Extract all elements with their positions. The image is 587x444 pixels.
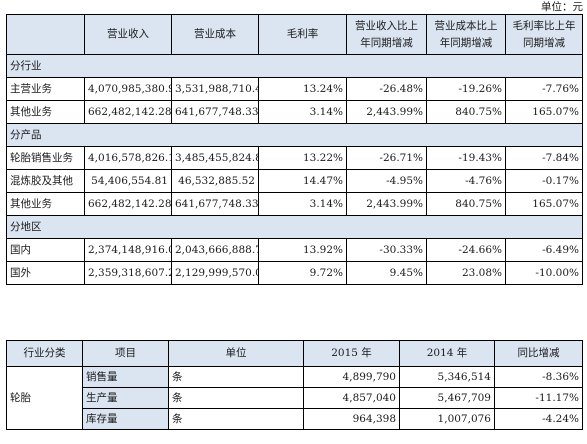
section-row: 分行业 bbox=[6, 54, 583, 78]
cell-cost: 3,531,988,710.40 bbox=[171, 77, 259, 101]
cell-cost: 3,485,455,824.88 bbox=[171, 146, 259, 170]
revenue-breakdown-table: 营业收入 营业成本 毛利率 营业收入比上年同期增减 营业成本比上年同期增减 毛利… bbox=[6, 14, 583, 285]
table-header-row: 营业收入 营业成本 毛利率 营业收入比上年同期增减 营业成本比上年同期增减 毛利… bbox=[6, 14, 583, 55]
cell-cost: 2,129,999,570.01 bbox=[171, 261, 259, 285]
table-row: 混炼胶及其他 54,406,554.81 46,532,885.52 14.47… bbox=[6, 169, 583, 193]
header-margin-yoy: 毛利率比上年同期增减 bbox=[505, 14, 583, 55]
cell-cost-yoy: 840.75% bbox=[426, 100, 506, 124]
cell-cost: 641,677,748.33 bbox=[171, 100, 259, 124]
table-row: 国外 2,359,318,607.20 2,129,999,570.01 9.7… bbox=[6, 261, 583, 285]
table-row: 其他业务 662,482,142.28 641,677,748.33 3.14%… bbox=[6, 100, 583, 124]
header-cost-yoy: 营业成本比上年同期增减 bbox=[426, 14, 506, 55]
cell-margin-yoy: -6.49% bbox=[505, 238, 583, 262]
cell-margin: 14.47% bbox=[258, 169, 347, 193]
header-item: 项目 bbox=[82, 340, 169, 367]
unit-cell: 条 bbox=[168, 408, 304, 430]
cell-cost-yoy: 23.08% bbox=[426, 261, 506, 285]
header-revenue: 营业收入 bbox=[84, 14, 172, 55]
cell-cost: 2,043,666,888.72 bbox=[171, 238, 259, 262]
section-row: 分地区 bbox=[6, 215, 583, 239]
cell-margin: 3.14% bbox=[258, 100, 347, 124]
row-label: 主营业务 bbox=[6, 77, 85, 101]
unit-cell: 条 bbox=[168, 366, 304, 388]
header-cost: 营业成本 bbox=[171, 14, 259, 55]
item-label: 库存量 bbox=[82, 408, 169, 430]
header-cell bbox=[6, 14, 85, 55]
section-title: 分产品 bbox=[6, 123, 583, 147]
cell-revenue-yoy: -30.33% bbox=[346, 238, 427, 262]
section-row: 分产品 bbox=[6, 123, 583, 147]
item-label: 销售量 bbox=[82, 366, 169, 388]
cell-cost-yoy: -4.76% bbox=[426, 169, 506, 193]
cell-2014: 5,467,709 bbox=[399, 387, 495, 409]
row-label: 其他业务 bbox=[6, 100, 85, 124]
section-title: 分地区 bbox=[6, 215, 583, 239]
cell-cost-yoy: -19.26% bbox=[426, 77, 506, 101]
cell-margin: 13.22% bbox=[258, 146, 347, 170]
cell-margin-yoy: -7.84% bbox=[505, 146, 583, 170]
unit-cell: 条 bbox=[168, 387, 304, 409]
cell-margin-yoy: -0.17% bbox=[505, 169, 583, 193]
cell-revenue-yoy: 2,443.99% bbox=[346, 192, 427, 216]
row-label: 混炼胶及其他 bbox=[6, 169, 85, 193]
header-2014: 2014 年 bbox=[399, 340, 495, 367]
cell-2014: 5,346,514 bbox=[399, 366, 495, 388]
cell-revenue-yoy: -4.95% bbox=[346, 169, 427, 193]
cell-margin-yoy: 165.07% bbox=[505, 100, 583, 124]
row-label: 国内 bbox=[6, 238, 85, 262]
cell-margin-yoy: 165.07% bbox=[505, 192, 583, 216]
cell-yoy: -11.17% bbox=[494, 387, 583, 409]
cell-margin-yoy: -10.00% bbox=[505, 261, 583, 285]
header-gross-margin: 毛利率 bbox=[258, 14, 347, 55]
table-row: 库存量 条 964,398 1,007,076 -4.24% bbox=[7, 408, 583, 430]
row-label: 轮胎销售业务 bbox=[6, 146, 85, 170]
cell-margin: 3.14% bbox=[258, 192, 347, 216]
header-yoy: 同比增减 bbox=[494, 340, 583, 367]
cell-revenue-yoy: -26.71% bbox=[346, 146, 427, 170]
unit-label: 单位：元 bbox=[541, 1, 583, 13]
cell-revenue: 662,482,142.28 bbox=[84, 100, 172, 124]
cell-2015: 4,857,040 bbox=[303, 387, 400, 409]
table-row: 轮胎销售业务 4,016,578,826.17 3,485,455,824.88… bbox=[6, 146, 583, 170]
header-industry: 行业分类 bbox=[6, 340, 83, 367]
cell-2014: 1,007,076 bbox=[399, 408, 495, 430]
cell-margin-yoy: -7.76% bbox=[505, 77, 583, 101]
cell-cost-yoy: -19.43% bbox=[426, 146, 506, 170]
row-label: 其他业务 bbox=[6, 192, 85, 216]
table-row: 国内 2,374,148,916.06 2,043,666,888.72 13.… bbox=[6, 238, 583, 262]
cell-revenue: 2,359,318,607.20 bbox=[84, 261, 172, 285]
cell-revenue: 54,406,554.81 bbox=[84, 169, 172, 193]
production-sales-table: 行业分类 项目 单位 2015 年 2014 年 同比增减 轮胎 销售量 条 4… bbox=[6, 340, 583, 430]
row-label: 国外 bbox=[6, 261, 85, 285]
cell-revenue: 4,016,578,826.17 bbox=[84, 146, 172, 170]
cell-yoy: -8.36% bbox=[494, 366, 583, 388]
table-header-row: 行业分类 项目 单位 2015 年 2014 年 同比增减 bbox=[6, 340, 583, 367]
header-revenue-yoy: 营业收入比上年同期增减 bbox=[346, 14, 427, 55]
cell-cost: 641,677,748.33 bbox=[171, 192, 259, 216]
header-2015: 2015 年 bbox=[303, 340, 400, 367]
cell-cost: 46,532,885.52 bbox=[171, 169, 259, 193]
cell-cost-yoy: -24.66% bbox=[426, 238, 506, 262]
cell-revenue: 4,070,985,380.98 bbox=[84, 77, 172, 101]
table-row: 其他业务 662,482,142.28 641,677,748.33 3.14%… bbox=[6, 192, 583, 216]
cell-revenue-yoy: 2,443.99% bbox=[346, 100, 427, 124]
table-row: 轮胎 销售量 条 4,899,790 5,346,514 -8.36% bbox=[6, 366, 583, 430]
cell-2015: 4,899,790 bbox=[303, 366, 400, 388]
cell-margin: 9.72% bbox=[258, 261, 347, 285]
header-unit: 单位 bbox=[168, 340, 304, 367]
cell-yoy: -4.24% bbox=[494, 408, 583, 430]
cell-2015: 964,398 bbox=[303, 408, 400, 430]
industry-category: 轮胎 bbox=[6, 366, 83, 430]
cell-revenue-yoy: 9.45% bbox=[346, 261, 427, 285]
table-row: 生产量 条 4,857,040 5,467,709 -11.17% bbox=[7, 387, 583, 409]
cell-revenue: 2,374,148,916.06 bbox=[84, 238, 172, 262]
cell-margin: 13.92% bbox=[258, 238, 347, 262]
section-title: 分行业 bbox=[6, 54, 583, 78]
cell-cost-yoy: 840.75% bbox=[426, 192, 506, 216]
cell-revenue-yoy: -26.48% bbox=[346, 77, 427, 101]
cell-margin: 13.24% bbox=[258, 77, 347, 101]
item-label: 生产量 bbox=[82, 387, 169, 409]
cell-revenue: 662,482,142.28 bbox=[84, 192, 172, 216]
table-row: 主营业务 4,070,985,380.98 3,531,988,710.40 1… bbox=[6, 77, 583, 101]
